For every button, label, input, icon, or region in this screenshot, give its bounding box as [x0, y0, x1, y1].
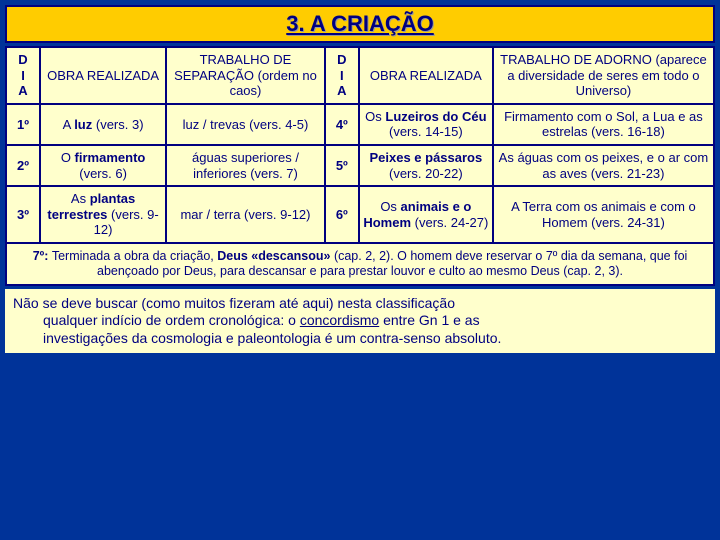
day-cell: 1º [6, 104, 40, 145]
header-obra-1: OBRA REALIZADA [40, 47, 166, 104]
obra-cell: Peixes e pássaros (vers. 20-22) [359, 145, 493, 186]
obra-cell: Os Luzeiros do Céu (vers. 14-15) [359, 104, 493, 145]
day-cell: 4º [325, 104, 359, 145]
trab-cell: mar / terra (vers. 9-12) [166, 186, 325, 243]
creation-table: DIA OBRA REALIZADA TRABALHO DE SEPARAÇÃO… [5, 46, 715, 286]
trab-cell: Firmamento com o Sol, a Lua e as estrela… [493, 104, 714, 145]
table-row: 3º As plantas terrestres (vers. 9-12) ma… [6, 186, 714, 243]
header-dia-2: DIA [325, 47, 359, 104]
trab-cell: As águas com os peixes, e o ar com as av… [493, 145, 714, 186]
obra-cell: A luz (vers. 3) [40, 104, 166, 145]
header-trab-1: TRABALHO DE SEPARAÇÃO (ordem no caos) [166, 47, 325, 104]
header-row: DIA OBRA REALIZADA TRABALHO DE SEPARAÇÃO… [6, 47, 714, 104]
obra-cell: As plantas terrestres (vers. 9-12) [40, 186, 166, 243]
trab-cell: A Terra com os animais e com o Homem (ve… [493, 186, 714, 243]
header-obra-2: OBRA REALIZADA [359, 47, 493, 104]
obra-cell: Os animais e o Homem (vers. 24-27) [359, 186, 493, 243]
table-row: 2º O firmamento (vers. 6) águas superior… [6, 145, 714, 186]
page-title: 3. A CRIAÇÃO [5, 5, 715, 43]
header-dia-1: DIA [6, 47, 40, 104]
day-cell: 3º [6, 186, 40, 243]
obra-cell: O firmamento (vers. 6) [40, 145, 166, 186]
trab-cell: luz / trevas (vers. 4-5) [166, 104, 325, 145]
trab-cell: águas superiores / inferiores (vers. 7) [166, 145, 325, 186]
footer-row: 7º: Terminada a obra da criação, Deus «d… [6, 243, 714, 285]
day-cell: 5º [325, 145, 359, 186]
day-cell: 6º [325, 186, 359, 243]
day-cell: 2º [6, 145, 40, 186]
header-trab-2: TRABALHO DE ADORNO (aparece a diversidad… [493, 47, 714, 104]
table-row: 1º A luz (vers. 3) luz / trevas (vers. 4… [6, 104, 714, 145]
footer-cell: 7º: Terminada a obra da criação, Deus «d… [6, 243, 714, 285]
bottom-note: Não se deve buscar (como muitos fizeram … [5, 289, 715, 354]
